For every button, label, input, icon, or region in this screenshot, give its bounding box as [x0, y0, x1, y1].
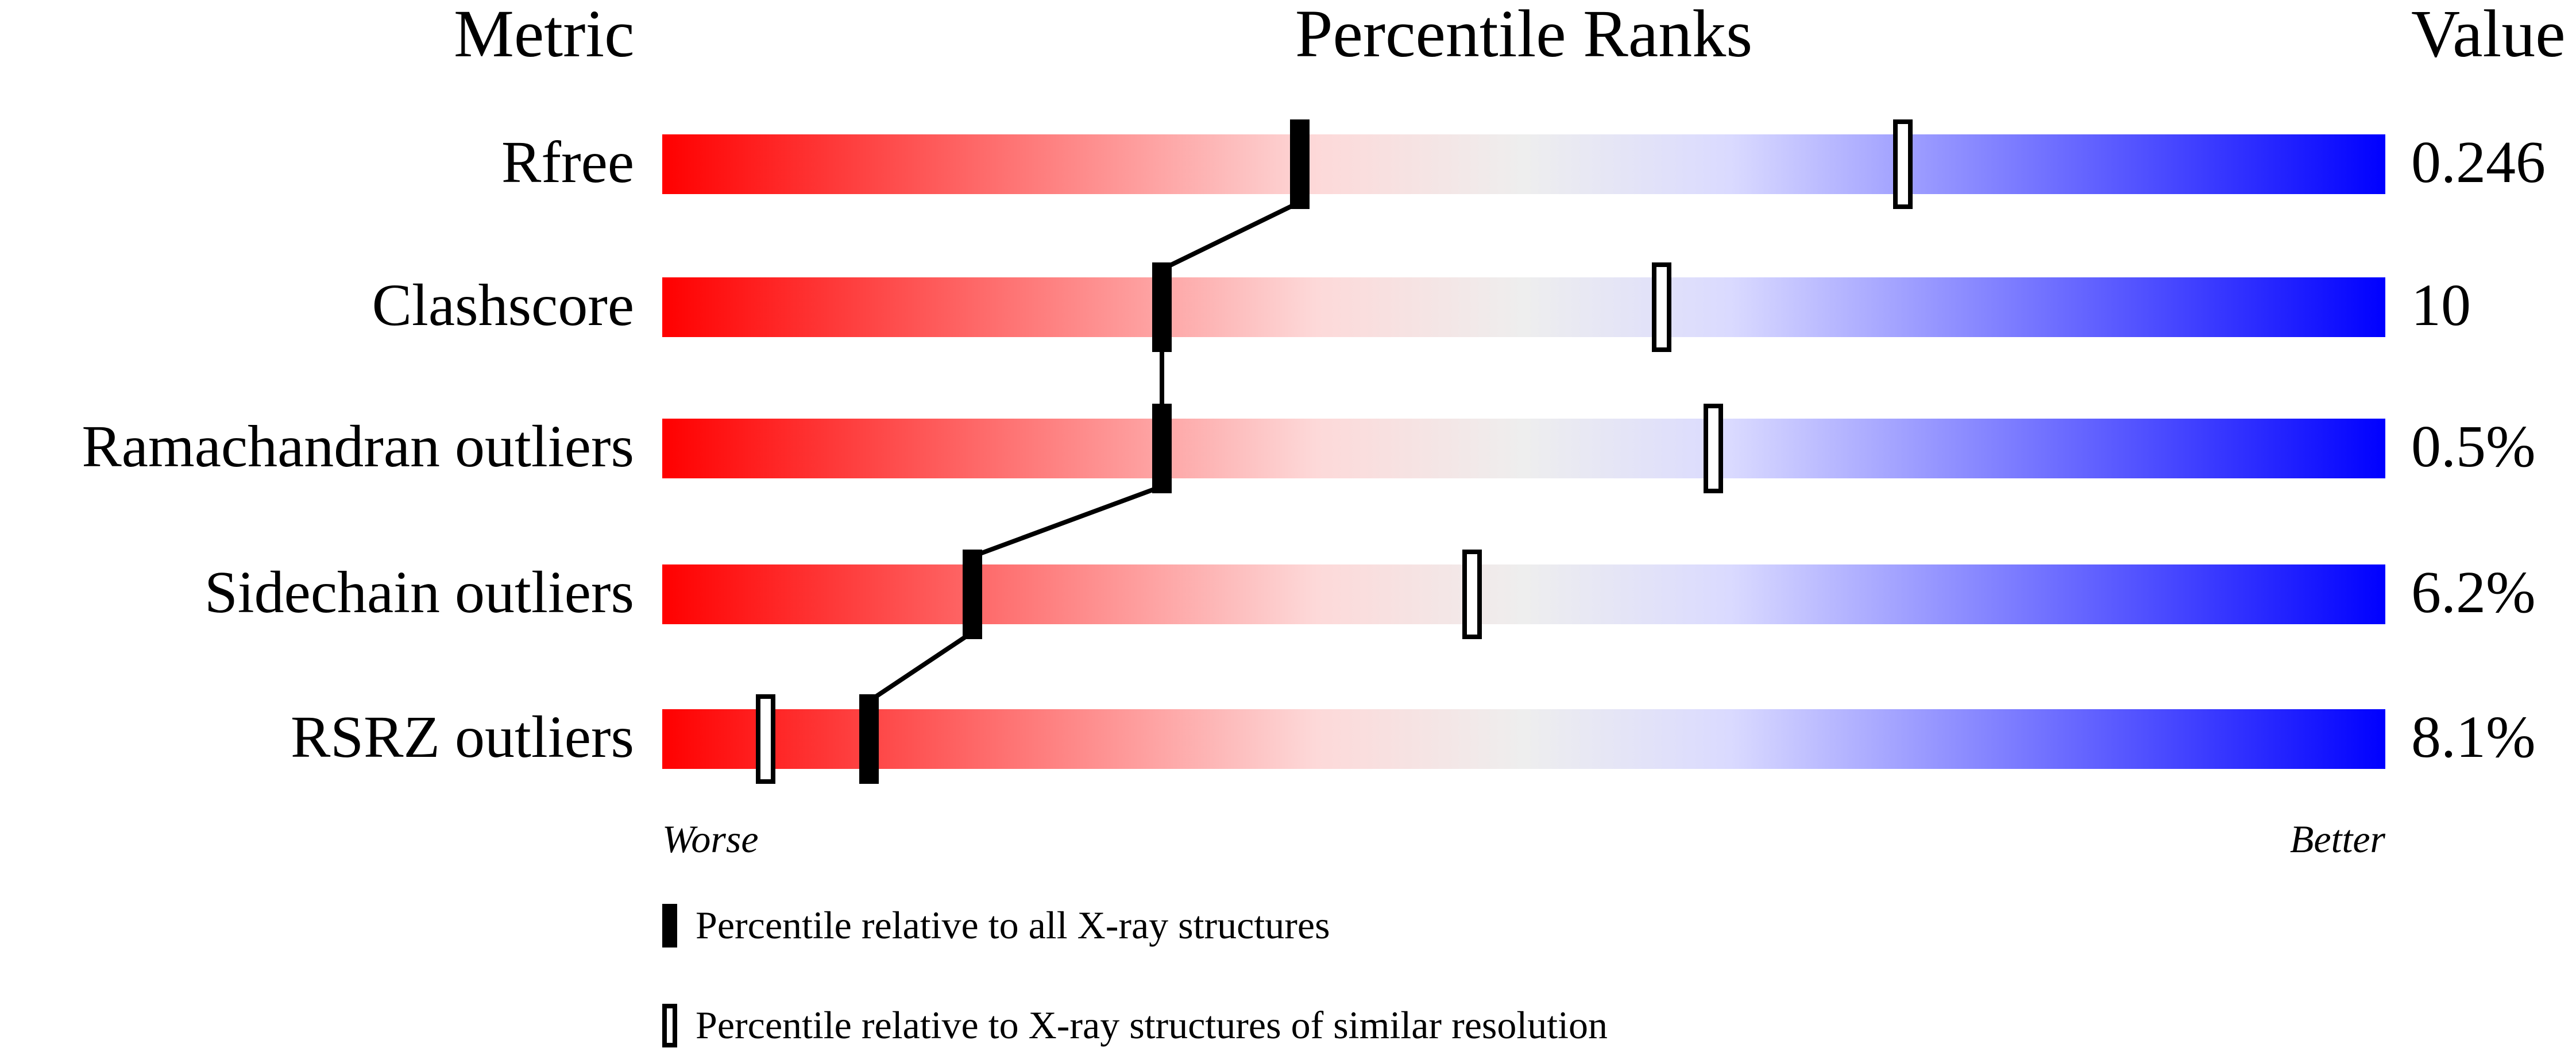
- value-label: 10: [2411, 272, 2471, 338]
- metric-label: Clashscore: [372, 272, 634, 338]
- similar-resolution-marker: [756, 694, 775, 784]
- all-structures-marker: [1290, 119, 1310, 209]
- connector-line: [1161, 200, 1301, 272]
- value-label: 8.1%: [2411, 704, 2536, 770]
- legend-item-similar: Percentile relative to X-ray structures …: [662, 1003, 1608, 1048]
- gradient-bar: [662, 277, 2385, 337]
- legend-label: Percentile relative to X-ray structures …: [696, 1003, 1608, 1047]
- header-percentile-ranks: Percentile Ranks: [1295, 0, 1753, 71]
- legend-item-all: Percentile relative to all X-ray structu…: [662, 903, 1330, 948]
- legend-label: Percentile relative to all X-ray structu…: [696, 903, 1330, 947]
- metric-label: Sidechain outliers: [204, 559, 634, 625]
- header-value: Value: [2411, 0, 2566, 71]
- axis-label-worse: Worse: [662, 817, 759, 861]
- metric-label: Ramachandran outliers: [82, 413, 634, 479]
- all-structures-marker: [1152, 262, 1172, 352]
- connector-line: [971, 484, 1163, 559]
- gradient-bar: [662, 419, 2385, 478]
- filled-marker-swatch: [662, 903, 677, 948]
- value-label: 0.5%: [2411, 413, 2536, 479]
- connector-line: [867, 630, 974, 703]
- metric-label: Rfree: [501, 129, 634, 195]
- all-structures-marker: [1152, 404, 1172, 493]
- similar-resolution-marker: [1462, 550, 1482, 639]
- metric-label: RSRZ outliers: [290, 704, 634, 770]
- similar-resolution-marker: [1893, 119, 1913, 209]
- gradient-bar: [662, 564, 2385, 624]
- similar-resolution-marker: [1704, 404, 1723, 493]
- value-label: 0.246: [2411, 129, 2546, 195]
- similar-resolution-marker: [1652, 262, 1671, 352]
- open-marker-swatch: [662, 1003, 677, 1047]
- all-structures-marker: [859, 694, 879, 784]
- header-metric: Metric: [454, 0, 635, 71]
- all-structures-marker: [963, 550, 982, 639]
- gradient-bar: [662, 134, 2385, 194]
- gradient-bar: [662, 709, 2385, 769]
- value-label: 6.2%: [2411, 559, 2536, 625]
- axis-label-better: Better: [2289, 817, 2385, 861]
